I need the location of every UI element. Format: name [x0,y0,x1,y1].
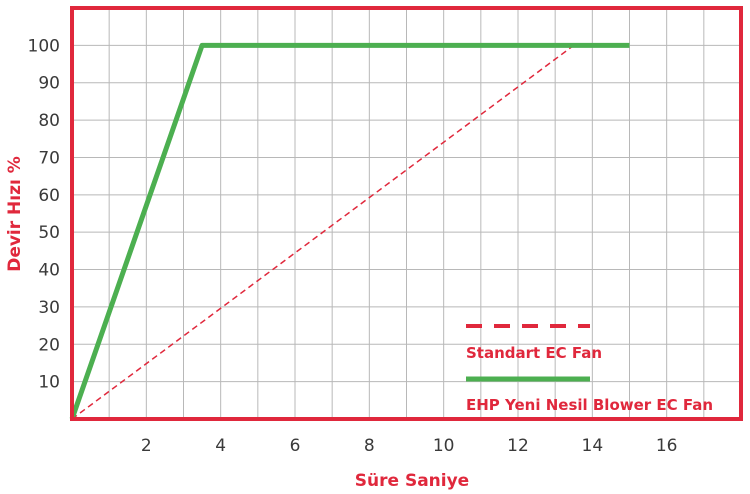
y-tick-label: 60 [38,186,60,206]
y-tick-label: 20 [38,335,60,355]
y-tick-labels: 10 20 30 40 50 60 70 80 90 100 [28,36,60,392]
plot-frame [70,6,743,421]
x-tick-label: 8 [364,436,375,456]
y-tick-label: 80 [38,111,60,131]
x-tick-label: 4 [215,436,226,456]
y-tick-label: 50 [38,223,60,243]
x-axis-title: Süre Saniye [355,471,469,491]
x-tick-labels: 2 4 6 8 10 12 14 16 [141,436,678,456]
y-tick-label: 90 [38,74,60,94]
y-tick-label: 70 [38,148,60,168]
x-tick-label: 6 [290,436,301,456]
legend-label-ehp: EHP Yeni Nesil Blower EC Fan [466,396,713,414]
y-tick-label: 40 [38,261,60,281]
grid [72,8,741,419]
y-tick-label: 30 [38,298,60,318]
x-tick-label: 2 [141,436,152,456]
x-tick-label: 10 [433,436,455,456]
legend-label-standart: Standart EC Fan [466,344,602,362]
series-line-ehp-blower-ec-fan [69,42,630,420]
y-tick-label: 100 [28,36,60,56]
x-tick-label: 16 [656,436,678,456]
x-tick-label: 12 [507,436,529,456]
legend: Standart EC Fan EHP Yeni Nesil Blower EC… [466,324,713,414]
y-tick-label: 10 [38,373,60,393]
series-layer [69,42,630,420]
x-tick-label: 14 [582,436,604,456]
y-axis-title: Devir Hızı % [5,156,25,272]
